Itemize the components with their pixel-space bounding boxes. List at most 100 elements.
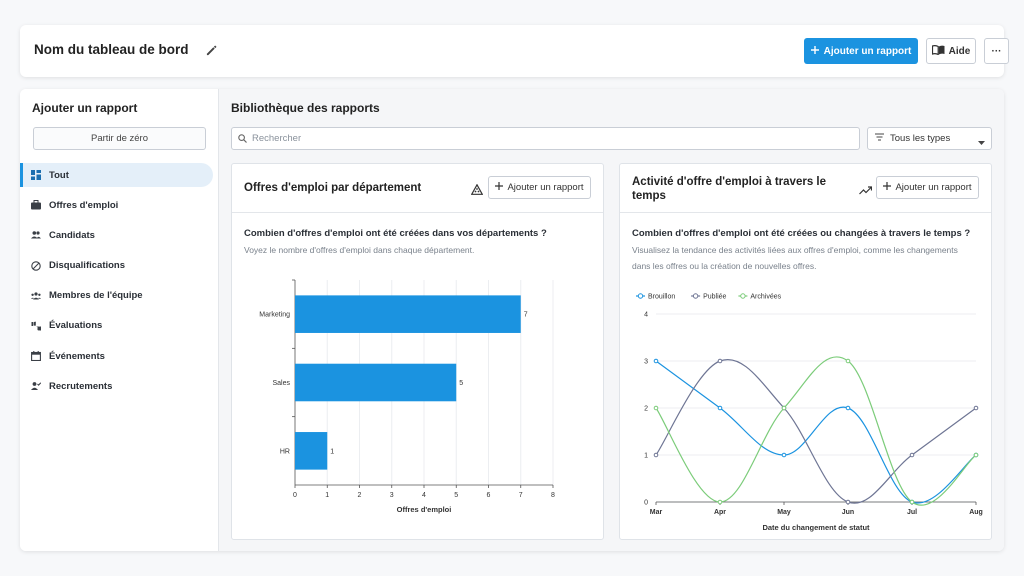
main-panel: Ajouter un rapport Partir de zéro Tout O… (20, 89, 1004, 551)
legend-item: Publiée (691, 293, 727, 301)
card-title: Activité d'offre d'emploi à travers le t… (632, 175, 826, 203)
x-tick-label: 3 (390, 492, 394, 499)
bar-value-label: 1 (330, 448, 334, 455)
x-tick-label: 8 (551, 492, 555, 499)
trending-up-icon (859, 182, 873, 200)
legend-marker (740, 293, 746, 299)
legend-label: Publiée (703, 294, 726, 301)
sidebar-item-hirings[interactable]: Recrutements (20, 374, 219, 398)
pencil-icon[interactable] (206, 43, 217, 61)
y-tick-label: 3 (644, 359, 648, 366)
add-report-button[interactable]: Ajouter un rapport (488, 176, 591, 199)
add-report-label: Ajouter un rapport (507, 182, 584, 193)
card-title: Offres d'emploi par département (244, 182, 422, 194)
report-library: Bibliothèque des rapports Tous les types… (219, 89, 1004, 551)
bar (295, 432, 328, 470)
briefcase-icon (31, 200, 41, 210)
book-icon (931, 44, 945, 58)
x-tick-label: 6 (487, 492, 491, 499)
data-point (653, 405, 659, 411)
more-icon: ··· (991, 45, 1002, 57)
x-axis-label: Date du changement de statut (762, 523, 870, 532)
search-box[interactable] (231, 127, 860, 150)
more-options-button[interactable]: ··· (984, 38, 1009, 64)
grid-icon (31, 170, 41, 180)
legend-item: Brouillon (636, 293, 675, 301)
add-report-button[interactable]: Ajouter un rapport (876, 176, 979, 199)
add-report-label: Ajouter un rapport (823, 45, 912, 57)
bar (295, 363, 457, 402)
sidebar-item-label: Offres d'emploi (49, 199, 119, 211)
sidebar-item-job-offers[interactable]: Offres d'emploi (20, 193, 219, 217)
y-tick-label: 4 (644, 312, 648, 319)
x-tick-label: Aug (969, 509, 983, 516)
y-tick-label: 2 (644, 406, 648, 413)
chevron-down-icon (978, 137, 985, 148)
legend-marker (637, 293, 644, 299)
sidebar-item-events[interactable]: Événements (20, 344, 219, 368)
dashboard-header: Nom du tableau de bord Ajouter un rappor… (20, 25, 1009, 77)
sidebar-item-label: Recrutements (49, 380, 113, 392)
legend-item: Archivées (738, 293, 782, 301)
report-card-jobs-by-department: Offres d'emploi par département Ajouter … (231, 163, 604, 540)
search-input[interactable] (252, 133, 842, 144)
category-label: HR (280, 448, 290, 455)
sidebar-item-team-members[interactable]: Membres de l'équipe (20, 284, 219, 308)
library-title: Bibliothèque des rapports (231, 101, 380, 115)
type-filter-select[interactable]: Tous les types (867, 127, 992, 150)
x-tick-label: Mar (650, 509, 663, 516)
sidebar: Ajouter un rapport Partir de zéro Tout O… (20, 89, 219, 551)
series-line (655, 356, 977, 506)
sidebar-item-disqualifications[interactable]: Disqualifications (20, 254, 219, 278)
data-point (717, 405, 723, 411)
search-icon (238, 130, 247, 148)
series-line (655, 358, 977, 504)
sidebar-item-candidates[interactable]: Candidats (20, 223, 219, 247)
data-point (973, 452, 979, 458)
type-filter-label: Tous les types (890, 133, 951, 144)
sidebar-item-all[interactable]: Tout (20, 163, 213, 187)
x-tick-label: Jun (842, 509, 854, 516)
plus-icon (883, 182, 892, 193)
sidebar-item-label: Tout (49, 169, 69, 181)
card-title-line: temps (632, 190, 666, 202)
data-point (845, 405, 851, 411)
x-tick-label: 7 (519, 492, 523, 499)
add-report-button[interactable]: Ajouter un rapport (804, 38, 918, 64)
team-icon (31, 292, 41, 300)
person-check-icon (31, 382, 41, 391)
card-header: Offres d'emploi par département Ajouter … (232, 164, 603, 213)
start-from-scratch-button[interactable]: Partir de zéro (33, 127, 206, 150)
legend-label: Brouillon (648, 294, 675, 301)
data-point (717, 358, 723, 364)
data-point (717, 499, 723, 505)
sidebar-item-label: Disqualifications (49, 260, 126, 272)
data-point (653, 452, 659, 458)
sidebar-item-label: Membres de l'équipe (49, 290, 143, 302)
category-label: Sales (272, 380, 290, 387)
data-point (973, 405, 979, 411)
series-line (655, 360, 977, 504)
x-axis-label: Offres d'emploi (397, 505, 452, 514)
legend-label: Archivées (750, 294, 781, 301)
x-tick-label: May (777, 509, 791, 516)
data-point (781, 405, 787, 411)
dashboard-title[interactable]: Nom du tableau de bord (34, 42, 189, 57)
data-point (845, 499, 851, 505)
data-point (909, 452, 915, 458)
sidebar-item-label: Évaluations (49, 320, 103, 332)
bar-chart: Marketing 7 Sales 5 HR 1 0 1 2 3 4 5 6 7 8 Offres d'emp… (259, 279, 555, 514)
block-icon (31, 260, 41, 271)
help-label: Aide (948, 45, 971, 57)
card-question: Combien d'offres d'emploi ont été créées… (632, 228, 971, 239)
plus-icon (810, 45, 819, 57)
x-tick-label: 2 (358, 492, 362, 499)
bar (295, 295, 521, 333)
line-chart: 0 1 2 3 4 Mar Apr May Jun Jul Aug Date du changemen… (636, 293, 983, 532)
calendar-icon (31, 351, 41, 362)
sidebar-item-evaluations[interactable]: Évaluations (20, 314, 219, 338)
help-button[interactable]: Aide (926, 38, 976, 64)
y-tick-label: 1 (644, 453, 648, 460)
sidebar-item-label: Candidats (49, 229, 95, 241)
sidebar-item-label: Événements (49, 350, 105, 362)
